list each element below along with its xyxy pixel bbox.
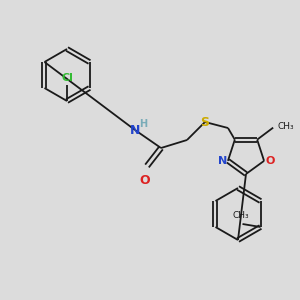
Text: Cl: Cl (61, 73, 73, 83)
Text: H: H (139, 119, 147, 129)
Text: N: N (130, 124, 140, 136)
Text: CH₃: CH₃ (232, 211, 249, 220)
Text: O: O (140, 174, 150, 187)
Text: S: S (200, 116, 209, 128)
Text: O: O (266, 156, 275, 166)
Text: N: N (218, 156, 228, 166)
Text: CH₃: CH₃ (277, 122, 294, 131)
